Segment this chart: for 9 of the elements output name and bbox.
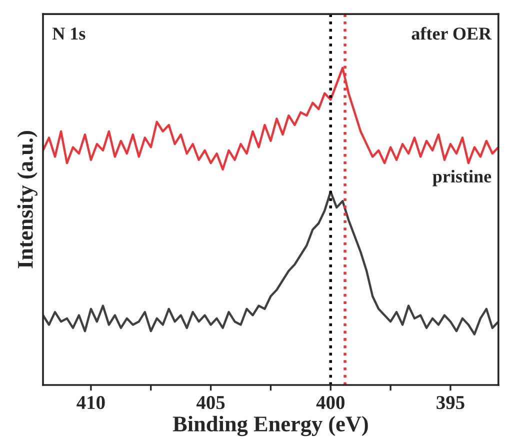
- x-axis-title: Binding Energy (eV): [172, 416, 368, 436]
- text: N 1s: [52, 28, 86, 40]
- x-tick-label: 400: [316, 396, 344, 410]
- text: after OER: [412, 26, 492, 40]
- y-axis-title: Intensity (a.u.): [17, 131, 38, 268]
- annotation: pristine: [432, 170, 492, 186]
- x-tick-label: 405: [196, 396, 225, 410]
- x-tick-label: 410: [76, 396, 105, 410]
- x-tick-label: 395: [436, 396, 464, 410]
